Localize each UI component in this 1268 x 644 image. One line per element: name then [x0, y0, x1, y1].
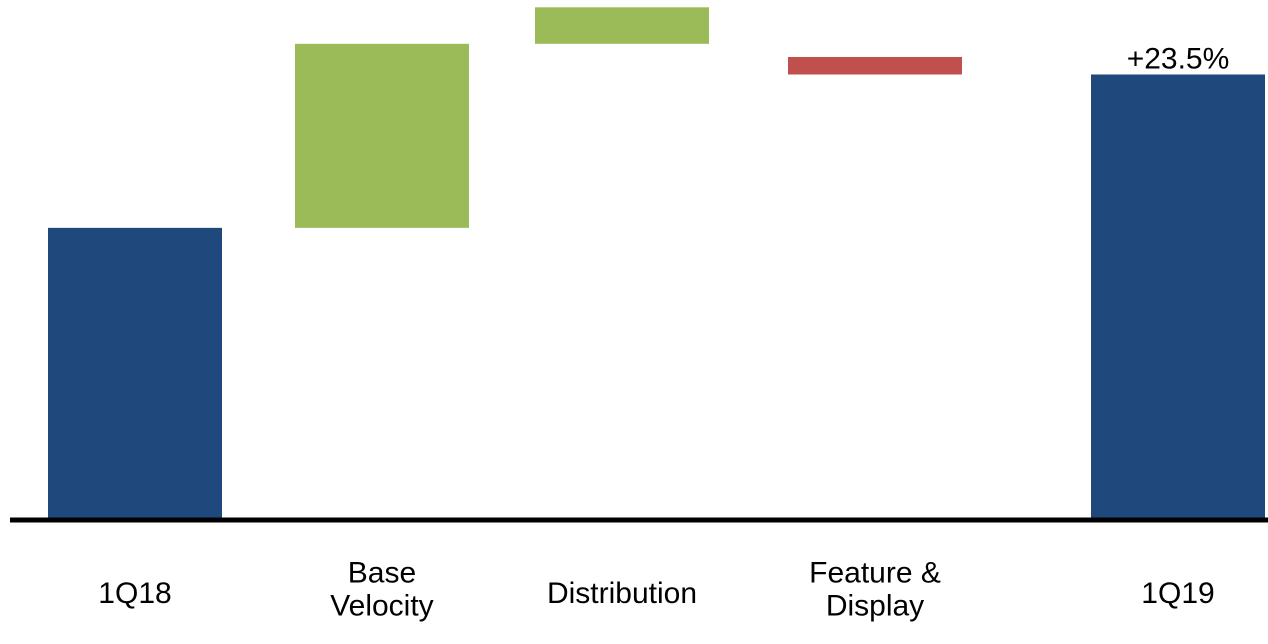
bar-total-4: [1091, 74, 1265, 520]
category-label-line: Velocity: [330, 590, 433, 623]
category-label-3: Feature & Display: [809, 557, 941, 623]
category-label-line: Feature &: [809, 557, 941, 590]
category-label-line: 1Q19: [1141, 577, 1214, 610]
data-label-0: +23.5%: [1127, 42, 1230, 75]
category-label-line: Base: [348, 557, 416, 590]
category-label-0: 1Q18: [98, 577, 171, 610]
bars-layer: [48, 7, 1265, 520]
category-label-1: Base Velocity: [330, 557, 433, 623]
annotations-layer: +23.5%: [1127, 42, 1230, 75]
category-label-4: 1Q19: [1141, 577, 1214, 610]
category-labels-layer: 1Q18 Base Velocity Distribution Feature & Dis…: [98, 557, 1214, 623]
bar-increase-2: [535, 7, 709, 44]
bar-increase-1: [295, 43, 469, 228]
bar-total-0: [48, 227, 222, 520]
category-label-2: Distribution: [547, 577, 697, 610]
category-label-line: 1Q18: [98, 577, 171, 610]
category-label-line: Display: [826, 590, 924, 623]
bar-decrease-3: [788, 56, 962, 75]
category-label-line: Distribution: [547, 577, 697, 610]
